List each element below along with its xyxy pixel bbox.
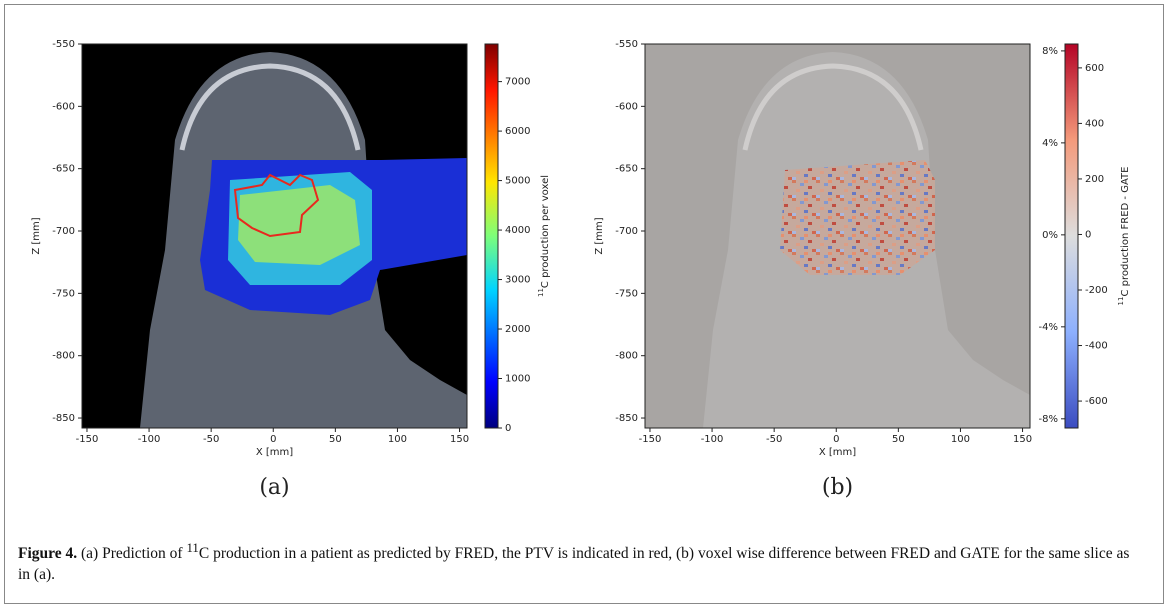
caption-text: (a) Prediction of: [81, 545, 187, 563]
caption: Figure 4. (a) Prediction of 11C producti…: [18, 537, 1138, 585]
x-tick-label: -100: [138, 434, 161, 445]
colorbar-tick-label: 0: [1085, 229, 1091, 240]
x-tick-label: -150: [76, 434, 99, 445]
y-tick-label: -700: [52, 226, 75, 237]
y-tick-label: -750: [52, 288, 75, 299]
y-axis-label: Z [mm]: [31, 217, 42, 254]
colorbar-tick-label: 400: [1085, 118, 1104, 129]
colorbar-left-tick-label: 4%: [1042, 138, 1058, 149]
y-axis-label: Z [mm]: [594, 217, 605, 254]
axes-frame: [644, 43, 1031, 429]
caption-label: Figure 4.: [18, 545, 78, 563]
x-tick-label: 100: [388, 434, 407, 445]
colorbar: [484, 43, 499, 429]
caption-superscript: 11: [186, 540, 199, 555]
y-tick-label: -700: [615, 226, 638, 237]
colorbar-tick-label: 200: [1085, 174, 1104, 185]
x-tick-label: 0: [270, 434, 276, 445]
colorbar-tick-label: 5000: [505, 176, 530, 187]
y-tick-label: -800: [52, 351, 75, 362]
colorbar-tick-label: -600: [1085, 396, 1108, 407]
x-tick-label: 150: [1013, 434, 1032, 445]
y-tick-label: -750: [615, 288, 638, 299]
colorbar-tick-label: -200: [1085, 285, 1108, 296]
y-tick-label: -600: [52, 101, 75, 112]
colorbar-left-tick-label: 8%: [1042, 46, 1058, 57]
colorbar: [1064, 43, 1079, 429]
x-axis-label: X [mm]: [256, 447, 293, 458]
panel-label: (b): [822, 475, 853, 500]
x-tick-label: 0: [833, 434, 839, 445]
x-tick-label: 50: [329, 434, 342, 445]
y-tick-label: -550: [615, 39, 638, 50]
y-tick-label: -650: [615, 164, 638, 175]
x-tick-label: -100: [701, 434, 724, 445]
x-tick-label: -50: [766, 434, 782, 445]
y-tick-label: -800: [615, 351, 638, 362]
colorbar-tick-label: -400: [1085, 341, 1108, 352]
colorbar-tick-label: 2000: [505, 324, 530, 335]
colorbar-tick-label: 6000: [505, 126, 530, 137]
y-tick-label: -650: [52, 164, 75, 175]
image-fred: [82, 44, 467, 428]
y-tick-label: -600: [615, 101, 638, 112]
colorbar-tick-label: 7000: [505, 77, 530, 88]
image-difference: [645, 44, 1030, 428]
y-tick-label: -850: [615, 413, 638, 424]
x-tick-label: -150: [639, 434, 662, 445]
colorbar-tick-label: 4000: [505, 225, 530, 236]
colorbar-label-text: C production per voxel: [540, 175, 551, 288]
colorbar-label: 11C production per voxel: [537, 175, 551, 297]
colorbar-label-superscript: 11: [1117, 297, 1125, 306]
colorbar-tick-label: 600: [1085, 63, 1104, 74]
figure: -150 -100 -50 0 50 100 150 -550 -600 -650 -700 -750…: [31, 39, 1131, 500]
colorbar-label: 11C production FRED - GATE: [1117, 167, 1131, 306]
x-tick-label: 50: [892, 434, 905, 445]
colorbar-left-tick-label: 0%: [1042, 230, 1058, 241]
y-tick-label: -550: [52, 39, 75, 50]
x-axis-label: X [mm]: [819, 447, 856, 458]
colorbar-tick-label: 1000: [505, 374, 530, 385]
colorbar-label-text: C production FRED - GATE: [1120, 167, 1131, 297]
y-tick-label: -850: [52, 413, 75, 424]
x-tick-label: -50: [203, 434, 219, 445]
colorbar-left-tick-label: -4%: [1039, 322, 1058, 333]
caption-text: C production in a patient as predicted b…: [18, 545, 1130, 584]
axes-frame: [81, 43, 468, 429]
colorbar-tick-label: 0: [505, 423, 511, 434]
colorbar-tick-label: 3000: [505, 275, 530, 286]
colorbar-left-tick-label: -8%: [1039, 414, 1058, 425]
x-tick-label: 100: [951, 434, 970, 445]
colorbar-label-superscript: 11: [537, 288, 545, 297]
panel-label: (a): [259, 475, 289, 500]
x-tick-label: 150: [450, 434, 469, 445]
